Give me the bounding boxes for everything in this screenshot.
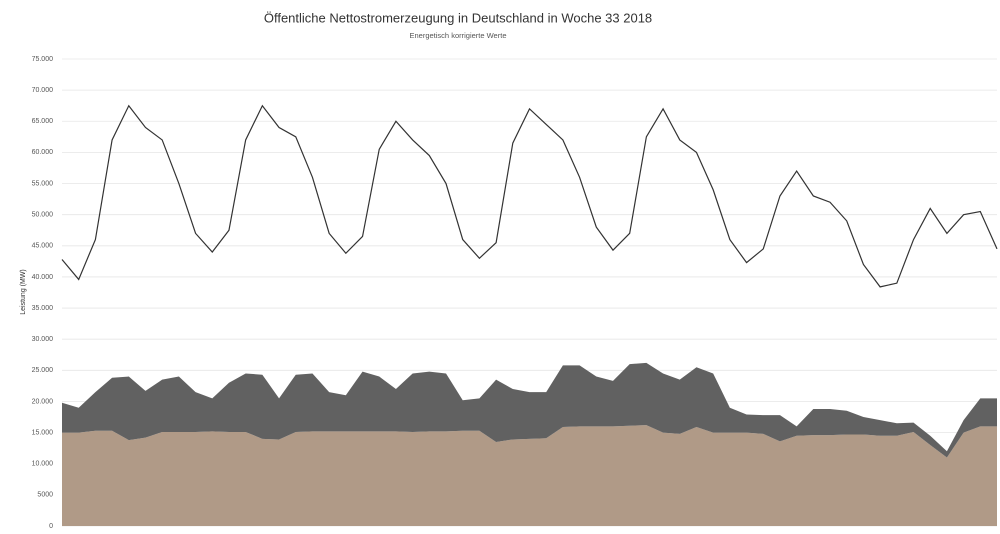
y-tick-label: 5000 xyxy=(37,492,53,499)
y-tick-label: 35.000 xyxy=(32,305,54,312)
y-tick-label: 75.000 xyxy=(32,56,54,63)
y-tick-label: 40.000 xyxy=(32,274,54,281)
y-tick-label: 30.000 xyxy=(32,336,54,343)
y-tick-label: 55.000 xyxy=(32,180,54,187)
chart-title: Öffentliche Nettostromerzeugung in Deuts… xyxy=(264,10,652,25)
y-tick-label: 15.000 xyxy=(32,429,54,436)
area xyxy=(62,362,997,458)
chart-subtitle: Energetisch korrigierte Werte xyxy=(410,31,507,40)
y-tick-label: 0 xyxy=(49,523,53,530)
y-axis-label: Leistung (MW) xyxy=(20,269,27,315)
y-tick-label: 60.000 xyxy=(32,149,54,156)
area xyxy=(62,425,997,526)
line xyxy=(61,104,998,288)
y-tick-label: 50.000 xyxy=(32,212,54,219)
y-tick-label: 20.000 xyxy=(32,398,54,405)
y-tick-label: 25.000 xyxy=(32,367,54,374)
y-tick-label: 65.000 xyxy=(32,118,54,125)
y-tick-label: 45.000 xyxy=(32,243,54,250)
y-tick-label: 10.000 xyxy=(32,461,54,468)
y-tick-label: 70.000 xyxy=(32,87,54,94)
